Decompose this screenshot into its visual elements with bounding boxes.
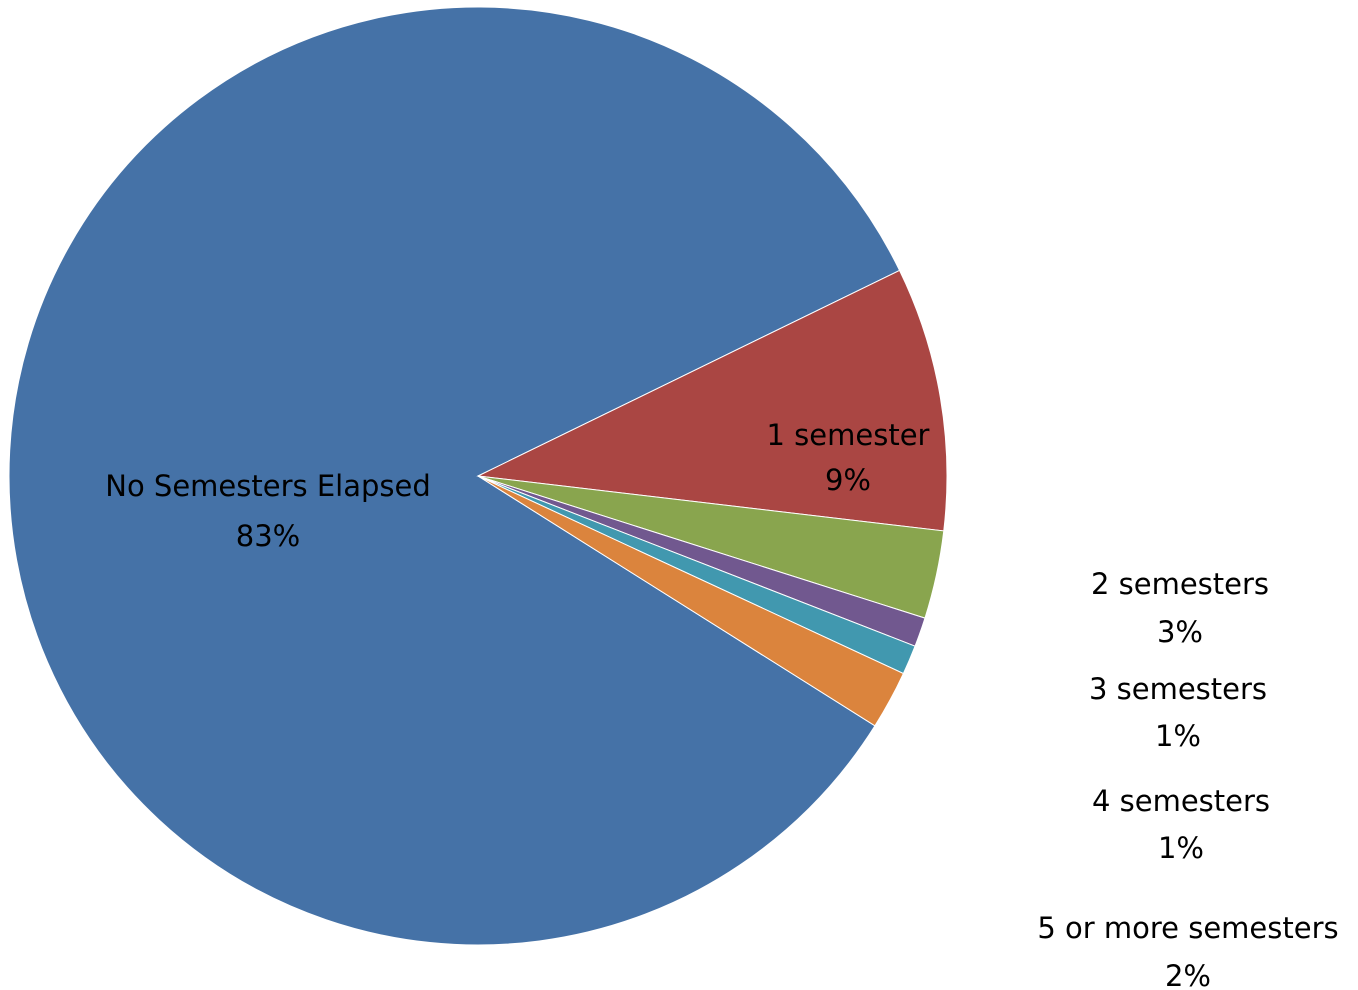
- slice-percent-label: 1%: [1155, 719, 1201, 753]
- slice-percent-label: 3%: [1157, 615, 1203, 649]
- slice-percent-label: 2%: [1165, 959, 1211, 990]
- slice-category-label: 1 semester: [767, 418, 930, 452]
- slice-percent-label: 1%: [1158, 831, 1204, 865]
- pie-slice-5-or-more-semesters: [477, 475, 905, 727]
- pie-slice-no-semesters-elapsed: [8, 6, 901, 946]
- pie-slices: [8, 6, 948, 946]
- slice-percent-label: 9%: [825, 463, 871, 497]
- slice-percent-label: 83%: [236, 519, 300, 553]
- slice-category-label: 2 semesters: [1091, 567, 1269, 601]
- slice-category-label: 4 semesters: [1092, 784, 1270, 818]
- slice-category-label: 3 semesters: [1089, 672, 1267, 706]
- pie-slice-1-semester: [476, 269, 948, 532]
- slice-category-label: No Semesters Elapsed: [105, 469, 431, 503]
- slice-category-label: 5 or more semesters: [1037, 911, 1338, 945]
- slice-labels: No Semesters Elapsed 83% 1 semester 9% 2 sem…: [105, 418, 1338, 990]
